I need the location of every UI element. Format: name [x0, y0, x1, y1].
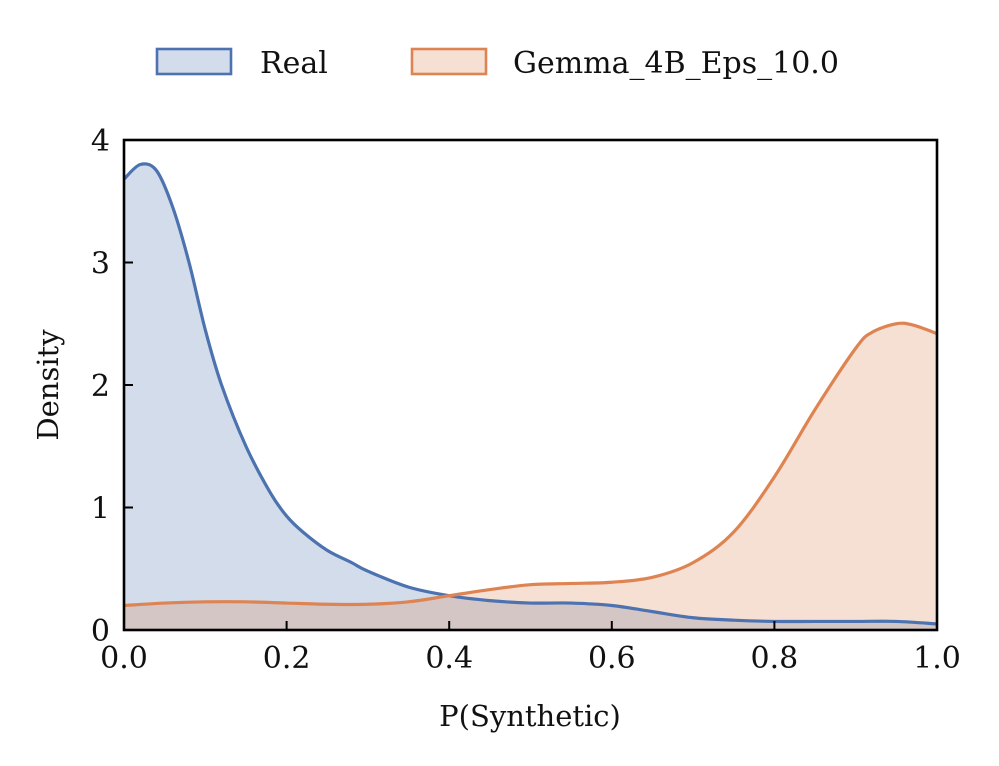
x-tick-label-1: 0.2: [263, 641, 311, 676]
legend: Real Gemma_4B_Eps_10.0: [155, 46, 839, 81]
x-axis-label: P(Synthetic): [439, 699, 621, 733]
legend-swatch-1: [410, 47, 488, 76]
series-line-0: [122, 162, 938, 626]
legend-label-1: Gemma_4B_Eps_10.0: [513, 46, 839, 81]
y-tick-label-4: 4: [91, 124, 110, 159]
y-tick-label-3: 3: [91, 247, 110, 282]
x-tick-label-3: 0.6: [588, 641, 636, 676]
legend-swatch-0: [155, 47, 233, 76]
series-area-0: [124, 163, 937, 630]
x-tick-label-2: 0.4: [425, 641, 473, 676]
y-axis-label: Density: [31, 329, 65, 441]
legend-label-0: Real: [260, 46, 328, 81]
x-tick-label-5: 1.0: [913, 641, 961, 676]
y-tick-label-2: 2: [91, 369, 110, 404]
series-area-1: [124, 323, 937, 630]
y-tick-label-1: 1: [91, 492, 110, 527]
series-line-1: [123, 321, 938, 608]
axes: 0.0 0.2 0.4 0.6 0.8 1.0 0 1 2 3 4: [91, 124, 961, 676]
x-tick-label-0: 0.0: [100, 641, 148, 676]
y-tick-label-0: 0: [91, 614, 110, 649]
x-tick-label-4: 0.8: [751, 641, 799, 676]
series-fills: [124, 163, 937, 630]
series-lines: [122, 162, 938, 626]
